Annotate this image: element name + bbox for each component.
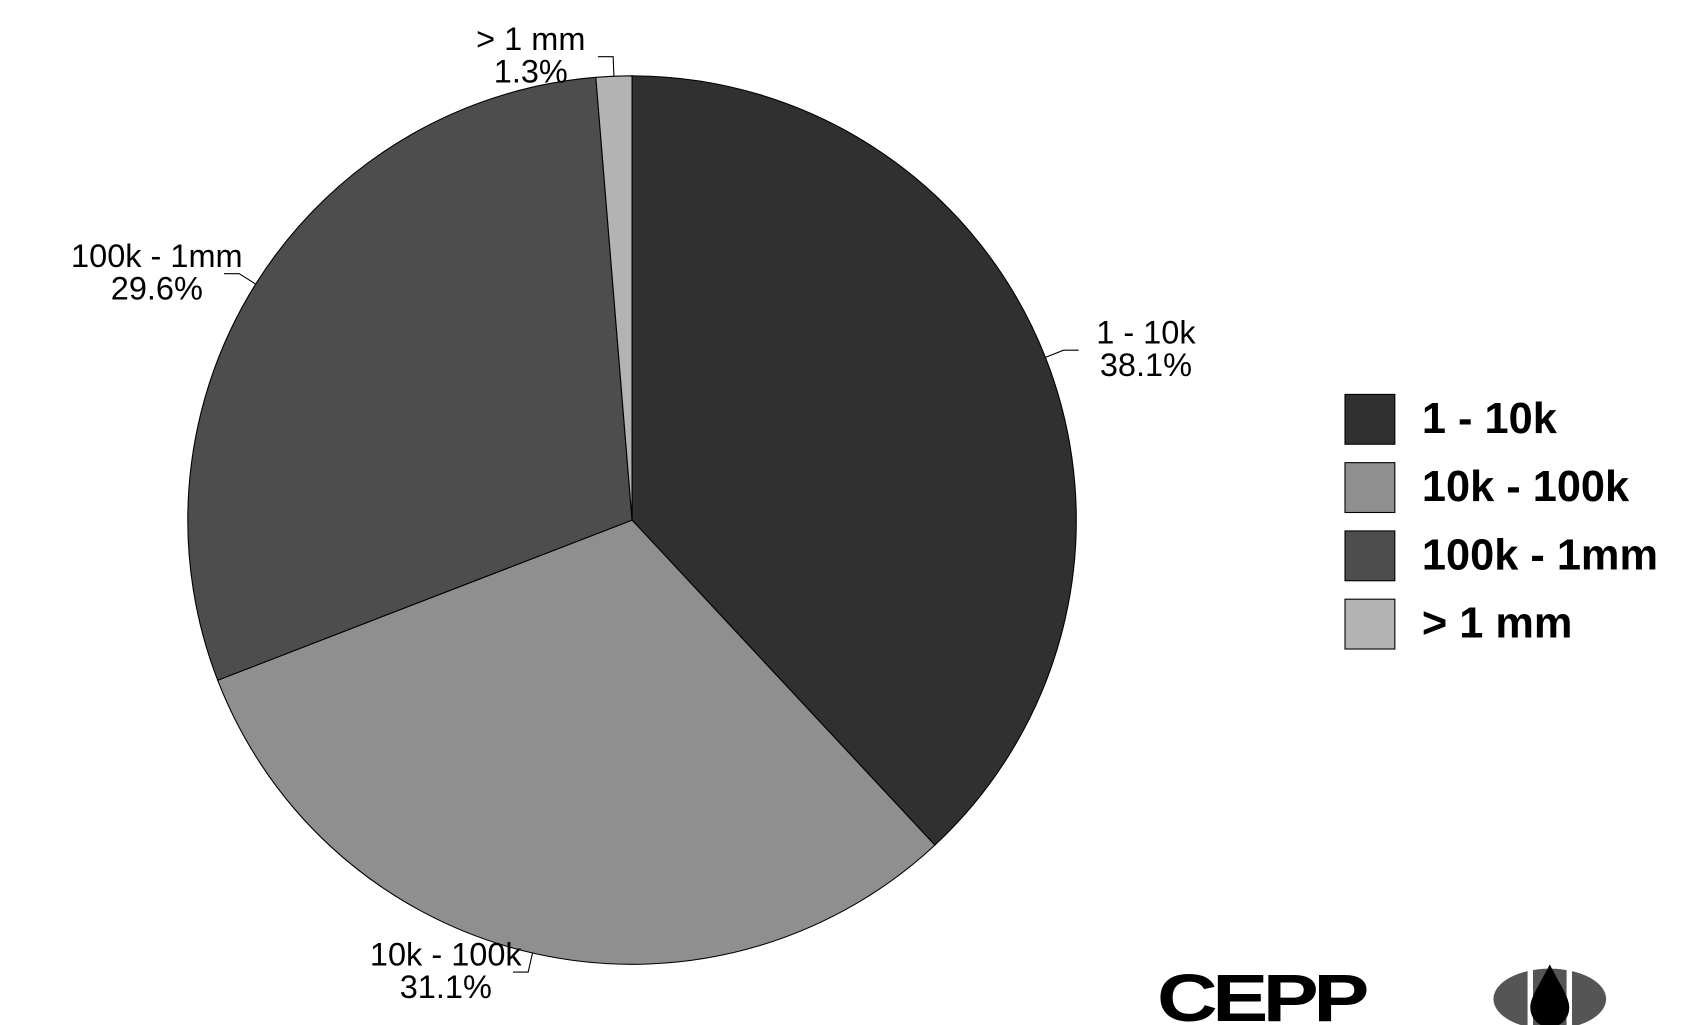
- leader-line: [1045, 349, 1079, 358]
- legend-label: 10k - 100k: [1422, 463, 1630, 511]
- leader-line: [597, 56, 615, 77]
- slice-value-label: 31.1%: [400, 969, 492, 1005]
- legend-swatch: [1344, 393, 1396, 445]
- logo: CEPP: [1157, 961, 1607, 1025]
- legend-swatch: [1344, 462, 1396, 514]
- slice-label: 100k - 1mm: [71, 238, 243, 274]
- slice-value-label: 29.6%: [111, 271, 203, 307]
- slice-value-label: 38.1%: [1100, 347, 1192, 383]
- pie-slice: [631, 75, 1077, 846]
- legend-label: 1 - 10k: [1422, 395, 1558, 443]
- logo-stripe: [1527, 966, 1572, 1025]
- leader-line: [512, 952, 534, 973]
- logo-text: CEPP: [1157, 961, 1367, 1025]
- legend-swatch: [1344, 598, 1396, 650]
- legend-label: > 1 mm: [1422, 600, 1573, 648]
- slice-label: 1 - 10k: [1096, 315, 1196, 351]
- slice-label: > 1 mm: [476, 21, 585, 57]
- leader-line: [224, 273, 257, 285]
- pie-slice: [187, 76, 633, 681]
- slice-label: 10k - 100k: [370, 936, 523, 972]
- logo-drop: [1530, 964, 1570, 1025]
- slice-value-label: 1.3%: [494, 54, 568, 90]
- legend-label: 100k - 1mm: [1422, 531, 1658, 579]
- legend-swatch: [1344, 530, 1396, 582]
